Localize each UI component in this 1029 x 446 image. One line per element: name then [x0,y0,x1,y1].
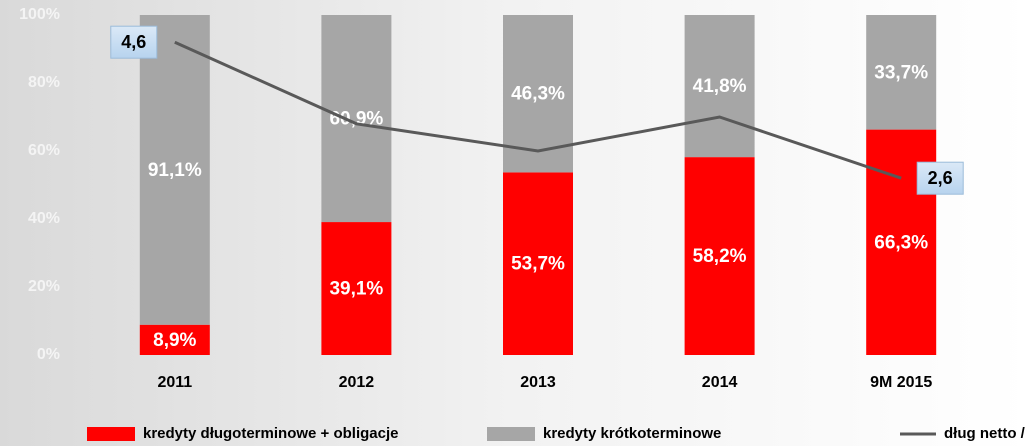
bar-segment [684,15,755,158]
y-tick-label: 20% [28,278,60,295]
bar-value-label: 58,2% [693,246,747,267]
x-tick-label: 2012 [339,374,375,391]
line-label-box [916,161,964,195]
bar-segment [321,222,392,355]
bar-value-label: 60,9% [329,109,383,130]
x-tick-label: 2014 [702,374,738,391]
bar-segment [684,157,755,355]
bar-value-label: 91,1% [148,160,202,181]
y-tick-label: 80% [28,74,60,91]
x-tick-label: 2013 [520,374,556,391]
bar-value-label: 66,3% [874,232,928,253]
bar-segment [139,324,210,355]
x-tick-label: 2011 [157,374,192,391]
legend-label: kredyty krótkoterminowe [543,425,721,442]
bar-value-label: 46,3% [511,84,565,105]
bar-value-label: 8,9% [153,330,196,351]
bar-segment [321,15,392,223]
bar-segment [866,15,937,130]
legend-swatch [87,427,135,441]
legend-swatch [487,427,535,441]
bar-segment [139,15,210,325]
legend-label: kredyty długoterminowe + obligacje [143,425,398,442]
bar-segment [503,172,573,355]
line [174,40,902,180]
line-value-label: 2,6 [928,168,953,188]
line-label-box [110,25,158,59]
bar-value-label: 39,1% [329,279,383,300]
legend-label: dług netto / EBITDA [944,425,1029,442]
y-tick-label: 60% [28,142,60,159]
y-tick-label: 0% [37,346,60,363]
y-tick-label: 40% [28,210,60,227]
bar-value-label: 33,7% [874,62,928,83]
y-tick-label: 100% [19,6,60,23]
bar-value-label: 41,8% [693,76,747,97]
line-value-label: 4,6 [121,32,146,52]
x-tick-label: 9M 2015 [870,374,932,391]
bar-value-label: 53,7% [511,254,565,275]
